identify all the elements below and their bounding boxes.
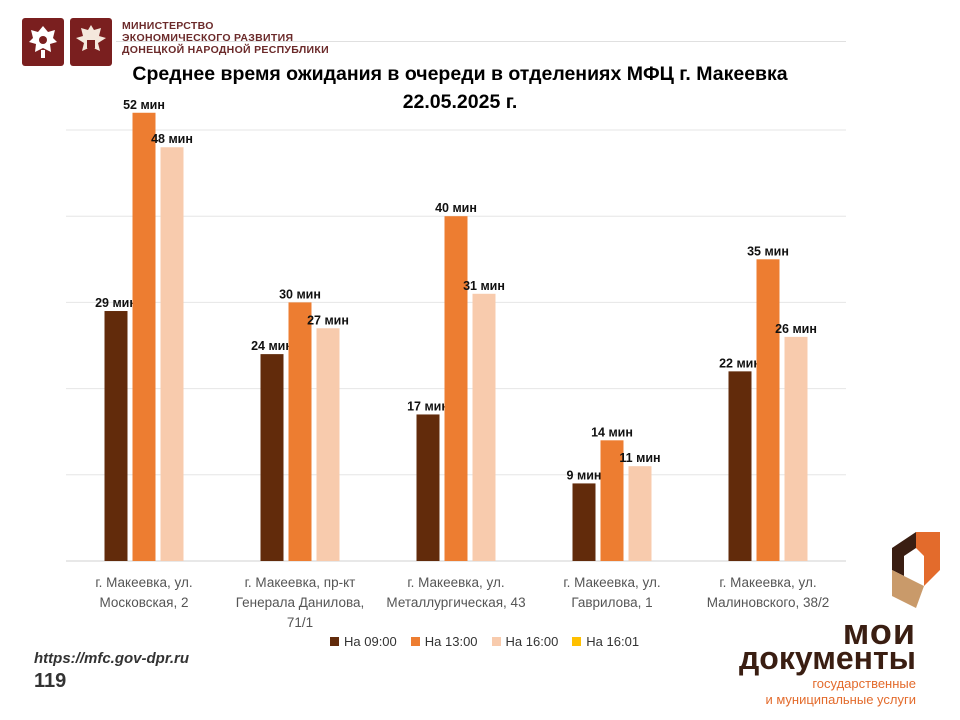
legend-item: На 09:00 xyxy=(330,634,397,649)
legend-item: На 13:00 xyxy=(410,634,478,649)
category-label: г. Макеевка, ул. xyxy=(407,575,504,590)
bar xyxy=(600,440,624,561)
legend-swatch xyxy=(572,637,582,646)
data-label: 17 мин xyxy=(407,399,449,413)
category-label: Гаврилова, 1 xyxy=(571,595,652,610)
double-headed-eagle-emblem-icon xyxy=(22,18,64,66)
bar xyxy=(572,483,596,561)
data-label: 22 мин xyxy=(719,356,761,370)
header-divider xyxy=(116,41,846,42)
bar xyxy=(260,354,284,561)
data-label: 26 мин xyxy=(775,322,817,336)
legend-label: На 13:00 xyxy=(424,634,478,649)
legend-label: На 16:00 xyxy=(505,634,559,649)
brand-tagline-line-1: государственные xyxy=(812,676,916,691)
bar xyxy=(728,371,752,561)
legend-item: На 16:01 xyxy=(572,634,639,649)
website-url: https://mfc.gov-dpr.ru xyxy=(34,650,189,667)
data-label: 35 мин xyxy=(747,244,789,258)
bar xyxy=(756,259,780,561)
category-label: г. Макеевка, ул. xyxy=(719,575,816,590)
data-label: 31 мин xyxy=(463,279,505,293)
category-label: г. Макеевка, ул. xyxy=(563,575,660,590)
data-label: 52 мин xyxy=(123,98,165,112)
chart-title-line-1: Среднее время ожидания в очереди в отдел… xyxy=(132,63,788,85)
bar xyxy=(472,293,496,561)
bar xyxy=(784,336,808,561)
brand-name-line-2: документы xyxy=(738,640,916,676)
ministry-line-3: ДОНЕЦКОЙ НАРОДНОЙ РЕСПУБЛИКИ xyxy=(122,44,329,56)
brand-tagline: государственные и муниципальные услуги xyxy=(765,676,916,708)
brand-tagline-line-2: и муниципальные услуги xyxy=(765,692,916,707)
category-label: Московская, 2 xyxy=(99,595,188,610)
category-label: г. Макеевка, пр-кт xyxy=(245,575,356,590)
bar xyxy=(416,414,440,561)
data-label: 48 мин xyxy=(151,132,193,146)
legend-label: На 09:00 xyxy=(344,634,397,649)
category-label: Генерала Данилова, xyxy=(236,595,365,610)
bar xyxy=(316,328,340,561)
legend-label: На 16:01 xyxy=(586,634,640,649)
hotline-number: 119 xyxy=(34,670,67,692)
data-label: 40 мин xyxy=(435,201,477,215)
legend-swatch xyxy=(330,637,339,646)
chart-title-line-2: 22.05.2025 г. xyxy=(402,91,518,113)
legend-item: На 16:00 xyxy=(491,634,559,649)
data-label: 11 мин xyxy=(619,451,660,465)
data-label: 24 мин xyxy=(251,339,293,353)
bar xyxy=(288,302,312,561)
data-label: 29 мин xyxy=(95,296,137,310)
category-label: Металлургическая, 43 xyxy=(386,595,525,610)
legend-swatch xyxy=(491,637,501,646)
category-label: 71/1 xyxy=(287,615,313,630)
bar xyxy=(132,112,156,561)
category-label: Малиновского, 38/2 xyxy=(707,595,830,610)
data-label: 30 мин xyxy=(279,287,321,301)
data-label: 27 мин xyxy=(307,313,349,327)
bar-chart: 29 мин 52 мин 48 мин г. Макеевка, ул. Москов… xyxy=(66,98,846,630)
bar xyxy=(444,216,468,561)
data-label: 9 мин xyxy=(567,468,602,482)
category-label: г. Макеевка, ул. xyxy=(95,575,192,590)
moi-dokumenty-logo-icon xyxy=(892,532,940,608)
chart-legend: На 09:00 На 13:00 На 16:00 На 16:01 xyxy=(330,634,653,649)
bar xyxy=(104,311,128,561)
dpr-eagle-emblem-icon xyxy=(70,18,112,66)
legend-swatch xyxy=(410,637,420,646)
ministry-line-1: МИНИСТЕРСТВО xyxy=(122,20,214,32)
bar xyxy=(160,147,184,562)
bar xyxy=(628,466,652,561)
brand-name-line-1: мои xyxy=(842,611,916,652)
data-label: 14 мин xyxy=(591,425,633,439)
chart-title: Среднее время ожидания в очереди в отдел… xyxy=(60,60,860,116)
